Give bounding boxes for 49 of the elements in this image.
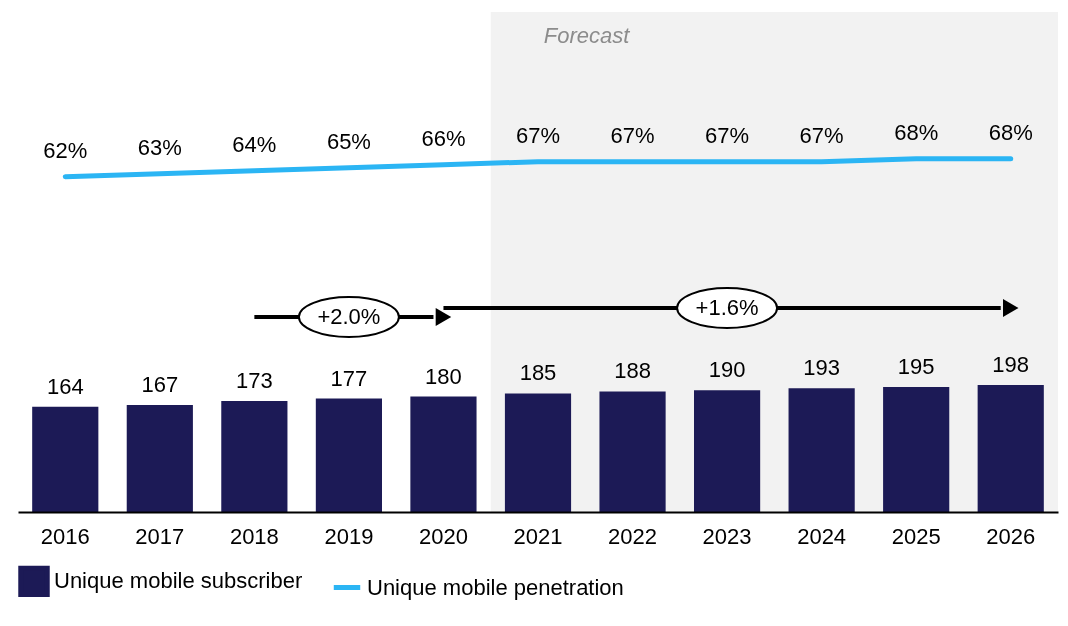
data-label: 177 bbox=[330, 365, 368, 391]
data-label: 190 bbox=[708, 357, 746, 383]
data-label: 67% bbox=[799, 122, 844, 148]
data-label: 164 bbox=[46, 373, 84, 399]
x-tick-label: 2016 bbox=[40, 523, 90, 549]
data-label: 67% bbox=[705, 122, 750, 148]
band-label: Forecast bbox=[543, 23, 631, 48]
data-label: 68% bbox=[894, 119, 939, 145]
bar bbox=[410, 396, 477, 512]
data-label: 173 bbox=[236, 368, 273, 394]
annotation: +1.6% bbox=[695, 295, 759, 320]
bar bbox=[694, 390, 761, 512]
data-label: 65% bbox=[326, 128, 371, 154]
x-tick-label: 2025 bbox=[891, 523, 941, 549]
bar bbox=[221, 401, 288, 512]
bar bbox=[977, 385, 1044, 512]
data-label: 188 bbox=[614, 358, 651, 384]
x-tick-label: 2022 bbox=[608, 523, 658, 549]
data-label: 64% bbox=[232, 131, 277, 157]
data-label: 195 bbox=[897, 354, 935, 379]
data-label: 62% bbox=[43, 137, 88, 163]
data-label: 67% bbox=[610, 122, 655, 148]
data-label: 193 bbox=[803, 355, 840, 381]
legend-label: Unique mobile subscriber bbox=[54, 568, 303, 594]
x-tick-label: 2017 bbox=[135, 523, 185, 549]
legend-label: Unique mobile penetration bbox=[367, 574, 624, 600]
bar bbox=[32, 406, 99, 512]
data-label: 67% bbox=[515, 122, 561, 148]
data-label: 198 bbox=[992, 352, 1030, 378]
x-tick-label: 2018 bbox=[229, 523, 279, 549]
x-tick-label: 2021 bbox=[513, 523, 563, 549]
bar bbox=[599, 391, 666, 512]
x-tick-label: 2019 bbox=[324, 523, 374, 549]
data-label: 180 bbox=[425, 363, 462, 389]
data-label: 68% bbox=[988, 119, 1033, 145]
data-label: 167 bbox=[141, 371, 179, 397]
data-label: 63% bbox=[137, 134, 182, 160]
x-tick-label: 2023 bbox=[702, 523, 752, 549]
x-tick-label: 2020 bbox=[418, 523, 468, 549]
annotation: +2.0% bbox=[317, 304, 381, 329]
bar bbox=[126, 404, 193, 512]
data-label: 185 bbox=[519, 360, 557, 386]
bar bbox=[504, 393, 572, 512]
bar bbox=[788, 388, 855, 512]
x-tick-label: 2026 bbox=[986, 523, 1036, 549]
x-tick-label: 2024 bbox=[797, 523, 847, 549]
data-label: 66% bbox=[421, 125, 466, 151]
bar bbox=[315, 398, 382, 512]
bar bbox=[883, 387, 950, 512]
